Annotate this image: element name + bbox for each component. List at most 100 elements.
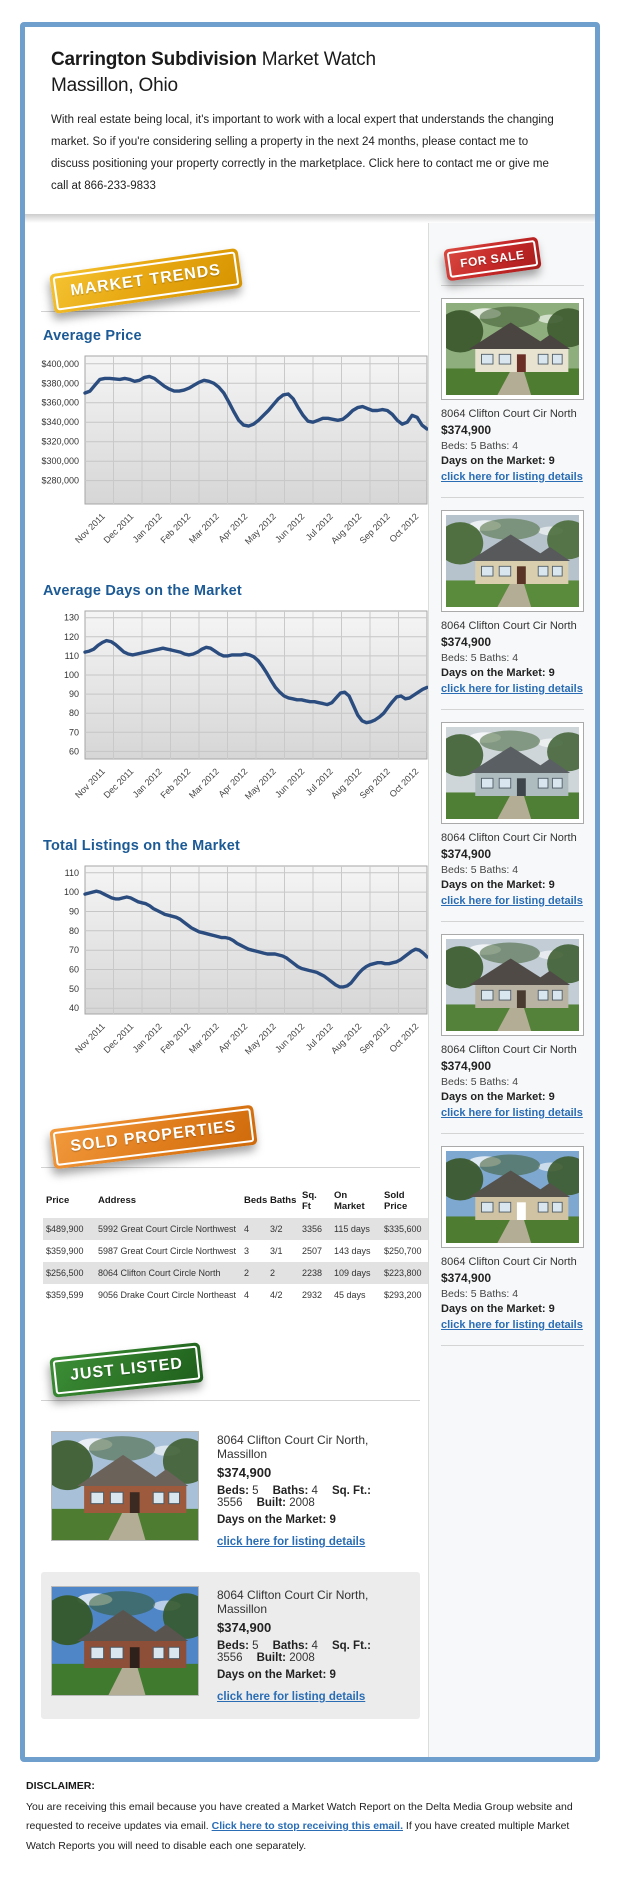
sold-table-cell: 5987 Great Court Circle Northwest	[98, 1245, 237, 1256]
property-photo[interactable]	[441, 933, 584, 1036]
sold-properties-badge-row: SOLD PROPERTIES	[41, 1103, 420, 1170]
y-axis-tick-label: $280,000	[41, 475, 79, 485]
header-shadow-divider	[25, 213, 595, 223]
listing-price: $374,900	[441, 846, 492, 861]
y-axis-tick-label: 130	[64, 612, 79, 622]
disclaimer-heading: DISCLAIMER:	[26, 1779, 95, 1792]
intro-text: With real estate being local, it's impor…	[51, 114, 554, 192]
house-photo-illustration	[52, 1586, 198, 1695]
spec-label: Built:	[256, 1651, 286, 1664]
y-axis-tick-label: 80	[69, 925, 79, 935]
sold-table-column-header: Sq. Ft	[302, 1189, 317, 1212]
divider	[441, 1132, 584, 1134]
sold-table-cell: 45 days	[334, 1289, 366, 1300]
sold-table-column-header: Address	[98, 1195, 137, 1207]
x-axis-tick-label: Nov 2011	[73, 511, 107, 545]
sold-table-column-header: Beds	[244, 1195, 268, 1207]
sold-table-cell: $293,200	[384, 1289, 422, 1300]
listing-address: 8064 Clifton Court Cir North	[441, 831, 577, 844]
x-axis-tick-label: Jun 2012	[273, 1021, 306, 1054]
listing-details-link[interactable]: click here for listing details	[441, 470, 583, 483]
disclaimer-text: You are receiving this email because you…	[26, 1798, 594, 1856]
property-photo[interactable]	[441, 509, 584, 612]
sold-properties-badge-label: SOLD PROPERTIES	[52, 1107, 255, 1166]
page-title-bold: Carrington Subdivision	[51, 49, 257, 70]
sold-table-cell: 4/2	[270, 1289, 283, 1300]
y-axis-tick-label: 50	[69, 983, 79, 993]
unsubscribe-link[interactable]: Click here to stop receiving this email.	[211, 1820, 404, 1833]
listing-address: 8064 Clifton Court Cir North, Massillon	[217, 1587, 369, 1616]
x-axis-tick-label: Mar 2012	[187, 511, 221, 545]
y-axis-tick-label: 100	[64, 670, 79, 680]
sold-table-cell: 9056 Drake Court Circle Northeast	[98, 1289, 237, 1300]
market-trends-badge-label: MARKET TRENDS	[52, 251, 240, 311]
sold-table-row: $359,900 5987 Great Court Circle Northwes…	[43, 1240, 430, 1262]
page-subtitle: Massillon, Ohio	[51, 74, 178, 96]
house-photo-illustration	[446, 938, 579, 1031]
spec-value: 3556	[217, 1651, 243, 1664]
y-axis-tick-label: 70	[69, 727, 79, 737]
spec-value: 2008	[289, 1651, 315, 1664]
x-axis-tick-label: Jun 2012	[273, 511, 306, 544]
listing-details-link[interactable]: click here for listing details	[441, 682, 583, 695]
listing-beds-baths: Beds: 5 Baths: 4	[441, 1287, 519, 1300]
spec-value: 4	[311, 1484, 318, 1497]
sold-table-column-header: Sold Price	[384, 1189, 408, 1212]
chart-title: Average Days on the Market	[43, 582, 242, 599]
spec-value: 2008	[289, 1496, 315, 1509]
x-axis-tick-label: Oct 2012	[388, 1021, 421, 1054]
y-axis-tick-label: $380,000	[41, 378, 79, 388]
property-photo[interactable]	[51, 1430, 199, 1541]
x-axis-tick-label: May 2012	[243, 511, 278, 546]
just-listed-badge: JUST LISTED	[49, 1341, 204, 1398]
x-axis-tick-label: Sep 2012	[358, 1021, 392, 1055]
for-sale-listing: 8064 Clifton Court Cir North $374,900 Beds…	[441, 721, 584, 922]
listing-details-link[interactable]: click here for listing details	[441, 894, 583, 907]
sold-table-cell: 3	[244, 1245, 250, 1256]
sold-table-cell: $359,900	[46, 1245, 84, 1256]
listing-address: 8064 Clifton Court Cir North	[441, 619, 577, 632]
sold-table-cell: 3/2	[270, 1223, 283, 1234]
y-axis-tick-label: 110	[65, 651, 79, 661]
listing-beds-baths: Beds: 5 Baths: 4	[441, 863, 519, 876]
y-axis-tick-label: 120	[64, 631, 79, 641]
x-axis-tick-label: Oct 2012	[388, 766, 421, 799]
sold-properties-badge: SOLD PROPERTIES	[49, 1104, 258, 1170]
charts-area: Average Price $400,000 $380,000 $360,000 $34…	[41, 328, 429, 1077]
sold-table-cell: 8064 Clifton Court Circle North	[98, 1267, 221, 1278]
spec-label: Sq. Ft.:	[331, 1484, 371, 1497]
sold-table-cell: 5992 Great Court Circle Northwest	[98, 1223, 237, 1234]
listing-spec: Beds: 5	[217, 1640, 259, 1652]
property-photo[interactable]	[441, 721, 584, 824]
listing-price: $374,900	[441, 634, 492, 649]
house-photo-illustration	[446, 1150, 579, 1243]
listing-address: 8064 Clifton Court Cir North	[441, 1043, 577, 1056]
x-axis-tick-label: Mar 2012	[187, 1021, 221, 1055]
listing-details-link[interactable]: click here for listing details	[441, 1318, 583, 1331]
listing-spec: Built: 2008	[257, 1497, 315, 1509]
listing-price: $374,900	[441, 1058, 492, 1073]
sold-table-cell: 3/1	[270, 1245, 283, 1256]
sold-table-cell: 143 days	[334, 1245, 371, 1256]
listing-details-link[interactable]: click here for listing details	[217, 1535, 366, 1548]
property-photo[interactable]	[441, 1145, 584, 1248]
x-axis-tick-label: Feb 2012	[158, 511, 192, 545]
for-sale-badge-label: FOR SALE	[446, 239, 539, 278]
x-axis-tick-label: Mar 2012	[187, 766, 221, 800]
just-listed-badge-label: JUST LISTED	[52, 1345, 201, 1395]
x-axis-tick-label: Dec 2011	[102, 1021, 136, 1055]
property-photo[interactable]	[51, 1585, 199, 1696]
sold-table-cell: 2	[244, 1267, 250, 1278]
property-photo[interactable]	[441, 297, 584, 400]
listing-details-link[interactable]: click here for listing details	[217, 1690, 366, 1703]
market-trends-badge: MARKET TRENDS	[49, 247, 243, 314]
sold-table-column-header: On Market	[334, 1189, 365, 1212]
sold-properties-table: Price Address Beds Baths Sq. Ft On Market Sold…	[43, 1184, 430, 1306]
house-photo-illustration	[446, 302, 579, 395]
sidebar: FOR SALE 8064 Clifton Court Cir North $37…	[428, 222, 595, 1757]
sold-table-row: $359,599 9056 Drake Court Circle Northeas…	[43, 1284, 430, 1306]
listing-details-link[interactable]: click here for listing details	[441, 1106, 583, 1119]
listing-spec: Sq. Ft.: 3556	[217, 1485, 371, 1509]
y-axis-tick-label: 100	[64, 887, 79, 897]
y-axis-tick-label: $340,000	[41, 417, 79, 427]
